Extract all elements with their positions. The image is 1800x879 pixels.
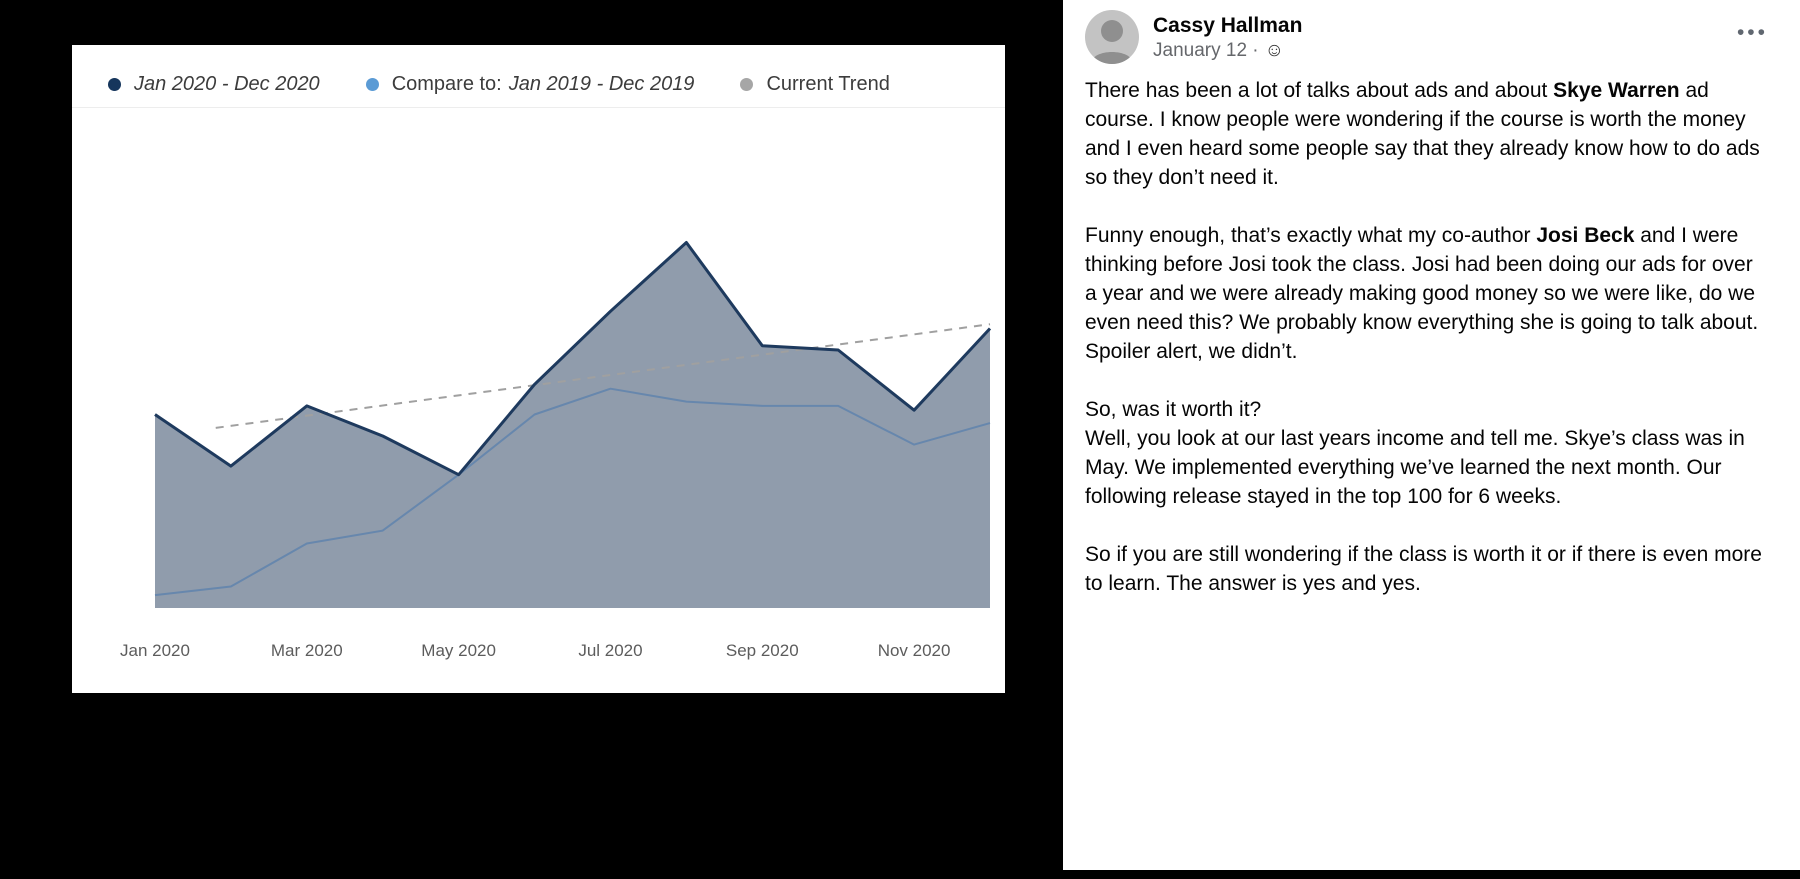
legend-item-trend: Current Trend bbox=[740, 72, 890, 96]
post-paragraph: Funny enough, that’s exactly what my co-… bbox=[1085, 221, 1770, 366]
paragraph-text: There has been a lot of talks about ads … bbox=[1085, 79, 1554, 102]
legend-label-compare: Jan 2019 - Dec 2019 bbox=[508, 72, 695, 95]
facebook-post: Cassy Hallman January 12 · ☺ ••• There h… bbox=[1063, 0, 1800, 879]
paragraph-text: So, was it worth it? bbox=[1085, 398, 1262, 421]
legend-label-trend: Current Trend bbox=[766, 72, 890, 95]
svg-text:May 2020: May 2020 bbox=[421, 641, 496, 660]
svg-text:Jan 2020: Jan 2020 bbox=[120, 641, 190, 660]
legend-dot-2020-icon bbox=[108, 77, 121, 91]
svg-text:Nov 2020: Nov 2020 bbox=[878, 641, 951, 660]
svg-text:Sep 2020: Sep 2020 bbox=[726, 641, 799, 660]
screenshot-letterbox-bottom bbox=[0, 870, 1800, 879]
post-meta: January 12 · ☺ bbox=[1153, 39, 1302, 63]
post-paragraph: There has been a lot of talks about ads … bbox=[1085, 76, 1770, 192]
paragraph-text: Well, you look at our last years income … bbox=[1085, 427, 1745, 508]
sales-chart-card: Jan 2020 - Dec 2020 Compare to: Jan 2019… bbox=[72, 45, 1005, 693]
avatar[interactable] bbox=[1085, 10, 1139, 64]
grin-emoji-icon: ☺ bbox=[1264, 40, 1285, 61]
legend-dot-trend-icon bbox=[740, 77, 754, 91]
bold-mention: Skye Warren bbox=[1553, 79, 1680, 102]
legend-label-2020: Jan 2020 - Dec 2020 bbox=[134, 72, 320, 95]
svg-text:Jul 2020: Jul 2020 bbox=[578, 641, 642, 660]
paragraph-text: Funny enough, that’s exactly what my co-… bbox=[1085, 224, 1537, 247]
post-date[interactable]: January 12 · bbox=[1153, 40, 1259, 61]
post-header: Cassy Hallman January 12 · ☺ ••• bbox=[1085, 10, 1770, 64]
paragraph-text: ad course. I know people were wondering … bbox=[1085, 79, 1760, 189]
legend-compare-prefix: Compare to: bbox=[391, 72, 502, 95]
post-paragraph: So if you are still wondering if the cla… bbox=[1085, 543, 1762, 595]
bold-mention: Josi Beck bbox=[1536, 224, 1635, 247]
legend-item-2020: Jan 2020 - Dec 2020 bbox=[108, 73, 320, 96]
legend-item-compare: Compare to: Jan 2019 - Dec 2019 bbox=[365, 72, 695, 96]
avatar-photo-icon bbox=[1085, 10, 1139, 64]
post-options-button[interactable]: ••• bbox=[1737, 22, 1768, 43]
legend-dot-compare-icon bbox=[365, 77, 379, 91]
post-header-text: Cassy Hallman January 12 · ☺ bbox=[1153, 10, 1302, 63]
sales-area-chart: Jan 2020 Mar 2020 May 2020 Jul 2020 Sep 2020… bbox=[120, 241, 992, 660]
chart-image-backdrop: Jan 2020 - Dec 2020 Compare to: Jan 2019… bbox=[72, 45, 1005, 693]
post-body: There has been a lot of talks about ads … bbox=[1085, 76, 1770, 598]
svg-text:Mar 2020: Mar 2020 bbox=[271, 641, 343, 660]
author-name[interactable]: Cassy Hallman bbox=[1153, 14, 1303, 37]
paragraph-text: and I were thinking before Josi took the… bbox=[1085, 224, 1759, 363]
post-paragraph: So, was it worth it? Well, you look at ou… bbox=[1085, 395, 1770, 511]
chart-plot-area: Jan 2020 Mar 2020 May 2020 Jul 2020 Sep 2020… bbox=[72, 107, 1005, 688]
chart-legend: Jan 2020 - Dec 2020 Compare to: Jan 2019… bbox=[72, 45, 1005, 107]
ellipsis-icon: ••• bbox=[1736, 21, 1768, 44]
